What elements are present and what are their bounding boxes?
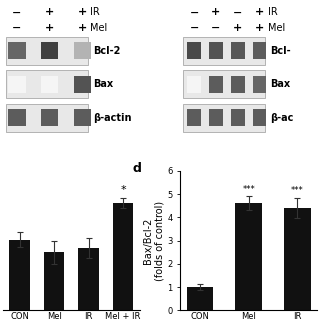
Text: d: d bbox=[133, 162, 142, 175]
FancyBboxPatch shape bbox=[6, 37, 88, 65]
FancyBboxPatch shape bbox=[253, 76, 266, 92]
FancyBboxPatch shape bbox=[41, 109, 58, 126]
Text: Bax: Bax bbox=[270, 79, 291, 89]
FancyBboxPatch shape bbox=[187, 42, 201, 59]
Text: Mel: Mel bbox=[91, 23, 108, 33]
Text: β-ac: β-ac bbox=[270, 113, 294, 123]
FancyBboxPatch shape bbox=[231, 42, 244, 59]
Text: −: − bbox=[189, 23, 199, 33]
Text: Mel: Mel bbox=[268, 23, 285, 33]
FancyBboxPatch shape bbox=[8, 42, 26, 59]
Text: +: + bbox=[211, 7, 220, 17]
Bar bbox=[44, 252, 65, 310]
FancyBboxPatch shape bbox=[183, 37, 265, 65]
Bar bbox=[78, 248, 99, 310]
FancyBboxPatch shape bbox=[253, 42, 266, 59]
Text: ***: *** bbox=[242, 185, 255, 194]
Text: ***: *** bbox=[291, 186, 304, 195]
Text: −: − bbox=[12, 23, 21, 33]
FancyBboxPatch shape bbox=[41, 42, 58, 59]
FancyBboxPatch shape bbox=[8, 109, 26, 126]
Text: −: − bbox=[211, 23, 220, 33]
Text: +: + bbox=[255, 7, 264, 17]
Text: Bax: Bax bbox=[93, 79, 113, 89]
FancyBboxPatch shape bbox=[209, 76, 223, 92]
FancyBboxPatch shape bbox=[74, 109, 91, 126]
Text: +: + bbox=[78, 23, 87, 33]
Text: IR: IR bbox=[268, 7, 277, 17]
Text: −: − bbox=[12, 7, 21, 17]
FancyBboxPatch shape bbox=[209, 42, 223, 59]
Bar bbox=[9, 239, 30, 310]
FancyBboxPatch shape bbox=[8, 76, 26, 92]
Bar bbox=[187, 287, 213, 310]
Text: Bcl-: Bcl- bbox=[270, 46, 291, 56]
FancyBboxPatch shape bbox=[187, 109, 201, 126]
Bar bbox=[113, 203, 133, 310]
Text: IR: IR bbox=[91, 7, 100, 17]
Text: Bcl-2: Bcl-2 bbox=[93, 46, 121, 56]
Text: *: * bbox=[120, 186, 126, 196]
FancyBboxPatch shape bbox=[6, 104, 88, 132]
FancyBboxPatch shape bbox=[231, 76, 244, 92]
FancyBboxPatch shape bbox=[74, 76, 91, 92]
FancyBboxPatch shape bbox=[6, 70, 88, 98]
Text: +: + bbox=[78, 7, 87, 17]
FancyBboxPatch shape bbox=[231, 109, 244, 126]
Text: −: − bbox=[189, 7, 199, 17]
Bar bbox=[235, 203, 262, 310]
Text: −: − bbox=[233, 7, 243, 17]
FancyBboxPatch shape bbox=[183, 70, 265, 98]
FancyBboxPatch shape bbox=[41, 76, 58, 92]
FancyBboxPatch shape bbox=[74, 42, 91, 59]
FancyBboxPatch shape bbox=[183, 104, 265, 132]
Text: +: + bbox=[45, 23, 54, 33]
Text: +: + bbox=[233, 23, 242, 33]
Text: +: + bbox=[255, 23, 264, 33]
Text: β-actin: β-actin bbox=[93, 113, 132, 123]
FancyBboxPatch shape bbox=[209, 109, 223, 126]
FancyBboxPatch shape bbox=[187, 76, 201, 92]
Text: +: + bbox=[45, 7, 54, 17]
Y-axis label: Bax/Bcl-2
(folds of control): Bax/Bcl-2 (folds of control) bbox=[143, 201, 165, 281]
FancyBboxPatch shape bbox=[253, 109, 266, 126]
Bar bbox=[284, 208, 311, 310]
